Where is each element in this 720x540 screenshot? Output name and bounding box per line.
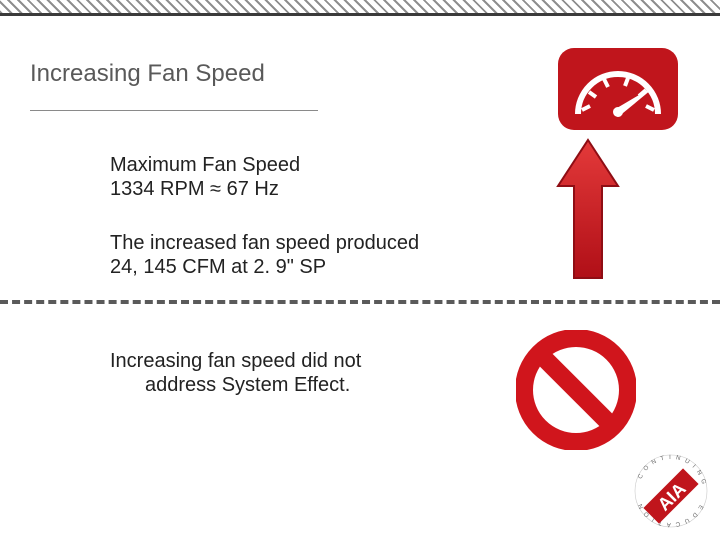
up-arrow-icon [556,138,620,282]
slide-title-underline [30,110,318,111]
gauge-icon [558,48,678,130]
result-line2: 24, 145 CFM at 2. 9" SP [110,256,326,279]
slide-title: Increasing Fan Speed [30,60,265,88]
slide-title-text: Increasing Fan Speed [30,60,265,87]
max-speed-line1: Maximum Fan Speed [110,154,300,177]
conclusion-line2: address System Effect. [145,374,350,397]
dashed-separator [0,300,720,304]
max-speed-line2: 1334 RPM ≈ 67 Hz [110,178,279,201]
result-line1: The increased fan speed produced [110,232,419,255]
conclusion-line1: Increasing fan speed did not [110,350,361,373]
aia-ce-logo-icon: C O N T I N U I N G E D U C A T I O N AI… [630,450,712,532]
prohibit-icon [516,330,636,455]
header-hatch-bar [0,0,720,16]
slide: { "slide": { "title": { "text": "Increas… [0,0,720,540]
